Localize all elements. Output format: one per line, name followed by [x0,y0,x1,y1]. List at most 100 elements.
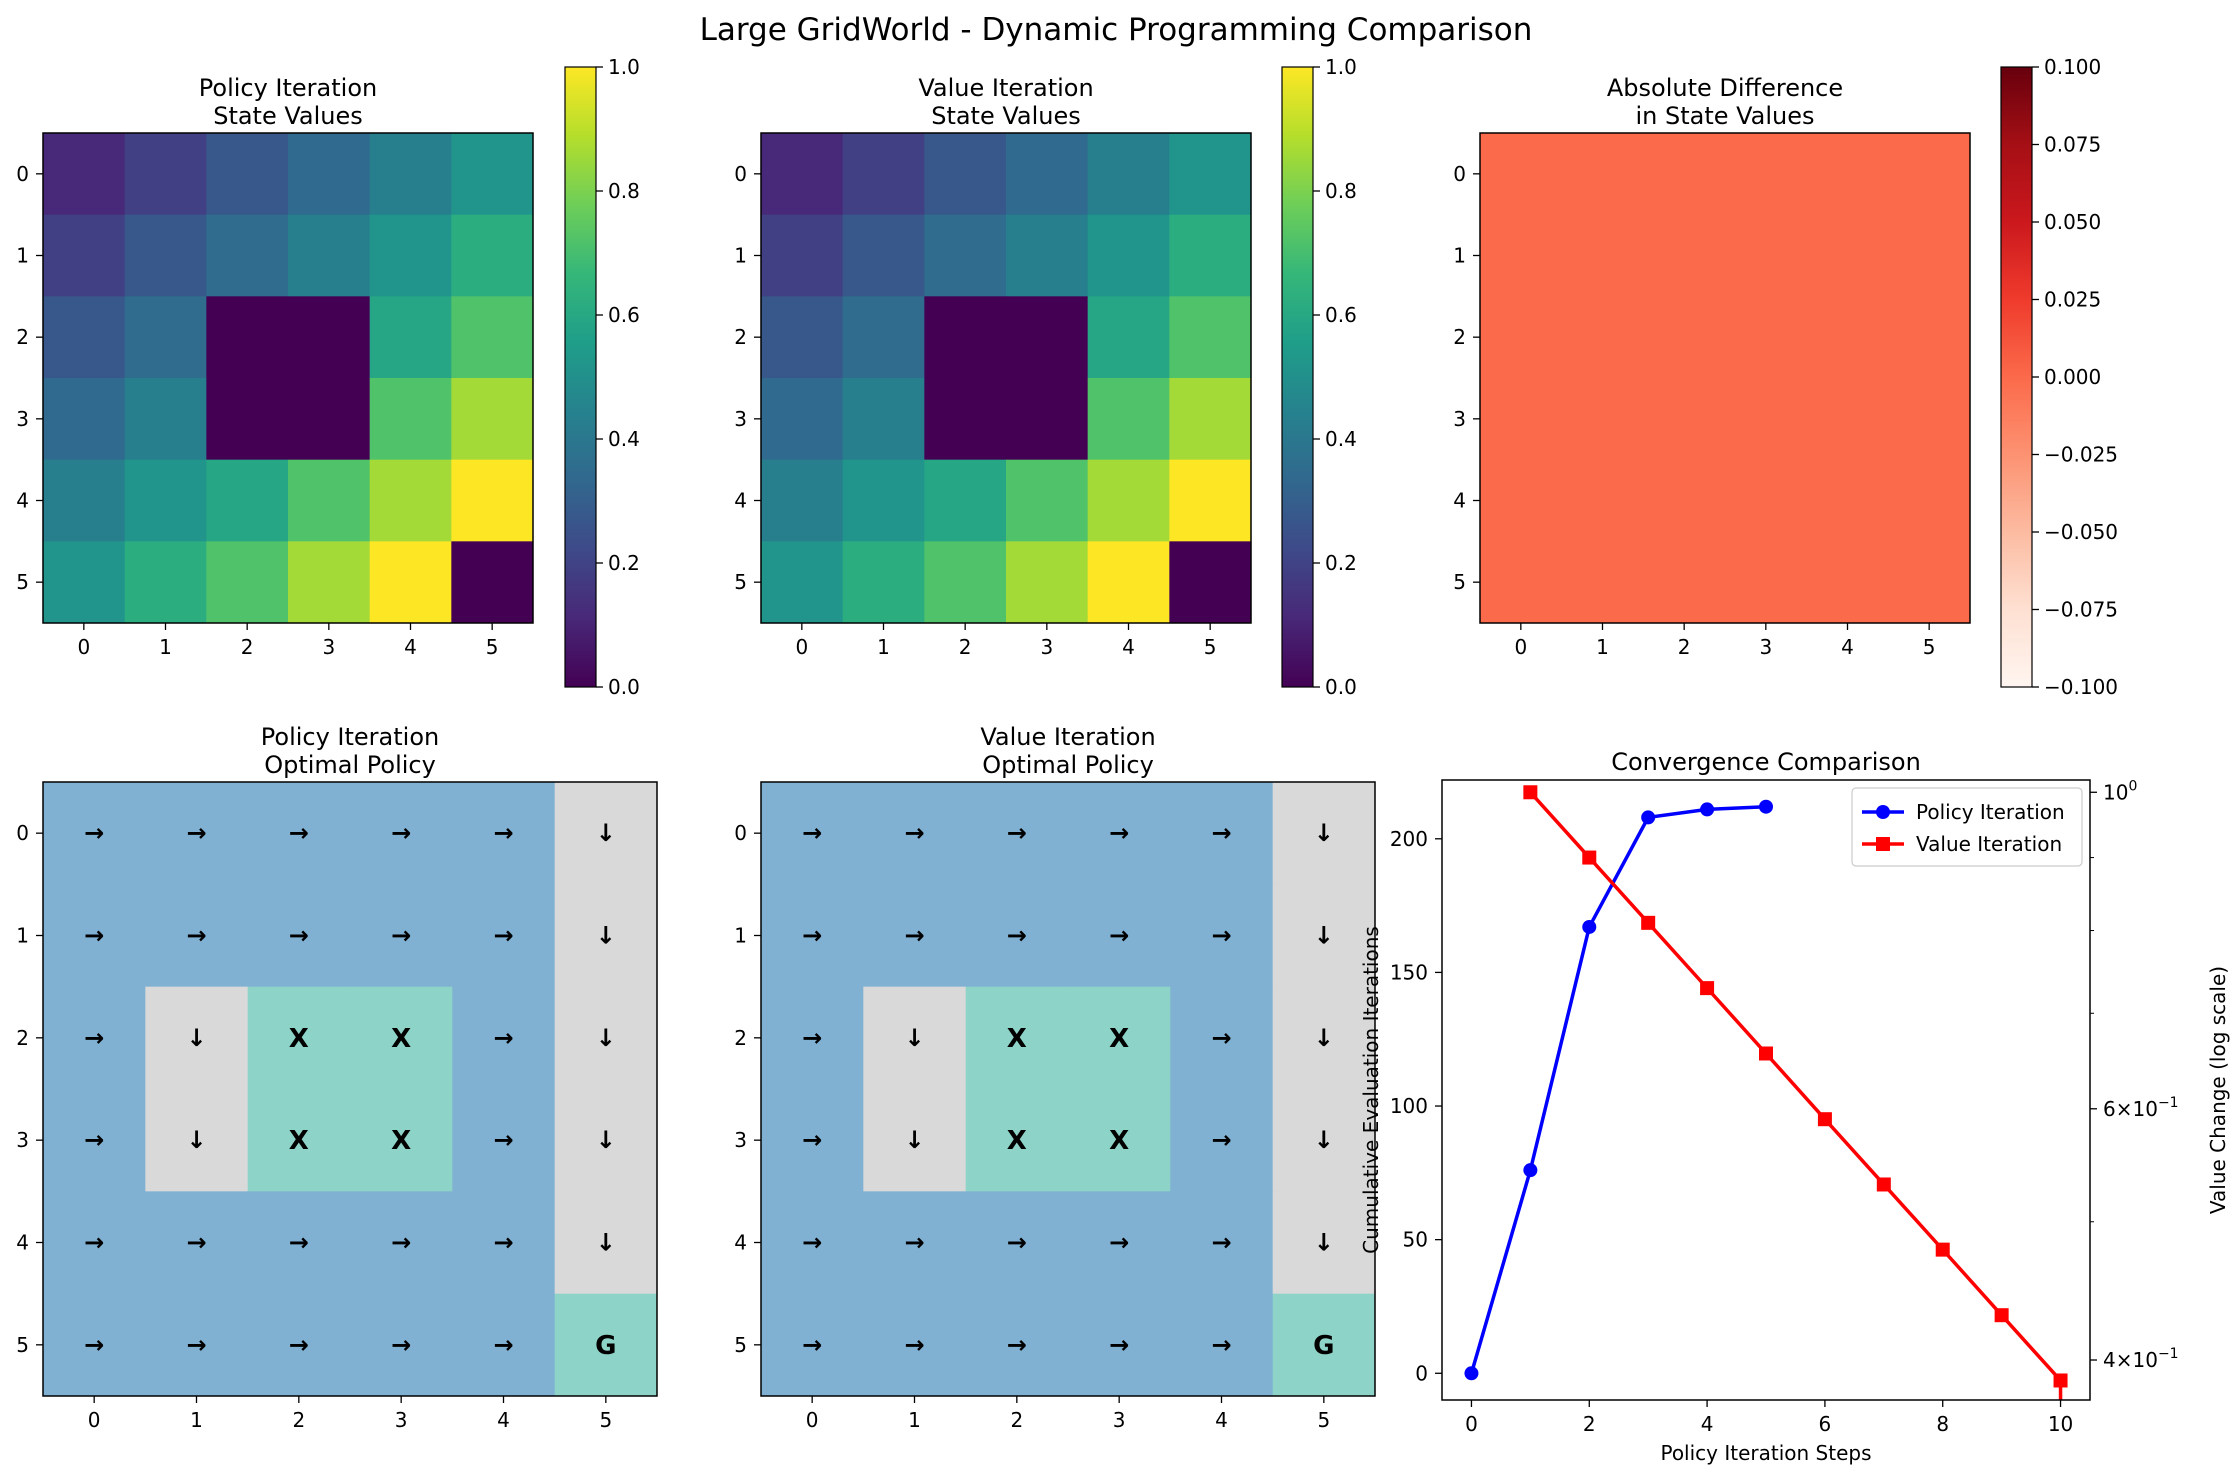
heatmap-cell [1169,541,1252,624]
arrow-right-icon: → [802,1024,822,1052]
heatmap-cell [288,541,371,624]
x-tick-label: 3 [1113,1408,1126,1432]
heatmap-cell [1006,296,1089,379]
policy-cell [965,884,1069,988]
arrow-right-icon: → [186,819,206,847]
goal-mark: G [595,1331,616,1361]
arrow-down-icon: ↓ [596,1024,616,1052]
y-tick-label: 2 [1453,325,1466,349]
arrow-right-icon: → [802,922,822,950]
heatmap-cell [124,133,207,216]
arrow-right-icon: → [904,1331,924,1359]
y-tick-label: 3 [734,1128,747,1152]
heatmap-cell [1006,378,1089,461]
colorbar-tick-label: 0.2 [1325,551,1357,575]
arrow-down-icon: ↓ [1314,922,1334,950]
y-tick-label: 1 [16,244,29,268]
heatmap-cell [1169,296,1252,379]
policy-cell [145,782,249,885]
policy-cell [43,1089,146,1192]
x-tick-label: 4 [1841,635,1854,659]
policy-cell [452,1191,556,1295]
policy-cell [965,1191,1069,1295]
plot-frame [760,781,1376,1397]
heatmap-cell [1087,459,1170,542]
policy-cell [863,986,967,1090]
obstacle-mark: X [289,1126,309,1156]
y-tick-label: 3 [1453,407,1466,431]
policy-iteration-line [1469,804,1767,1374]
heatmap-cell [124,296,207,379]
heatmap-cell [842,296,925,379]
heatmap-cell [1888,296,1971,379]
value-iteration-point [1994,1308,2009,1323]
x-tick-label: 4 [404,635,417,659]
policy-cell [350,1293,453,1397]
obstacle-mark: X [1109,1126,1129,1156]
policy-cell [247,1293,351,1397]
policy-cell [965,986,1069,1090]
policy-cell [761,782,864,885]
policy-cell [350,884,453,988]
heatmap-cell [842,459,925,542]
arrow-right-icon: → [84,1126,104,1154]
arrow-down-icon: ↓ [904,1126,924,1154]
value-iteration-point [2053,1373,2068,1388]
heatmap-cell [1888,214,1971,297]
arrow-right-icon: → [1211,819,1231,847]
policy-cell [1272,1293,1376,1397]
value-iteration-point [1582,850,1597,865]
x-tick-label: 8 [1936,1412,1949,1436]
arrow-right-icon: → [84,1331,104,1359]
arrow-right-icon: → [1007,922,1027,950]
y-tick-label-left: 150 [1390,960,1428,984]
policy-cell [1068,986,1171,1090]
heatmap-cell [1888,378,1971,461]
heatmap-cell [761,378,844,461]
policy-cell [452,1089,556,1192]
policy-cell [247,782,351,885]
heatmap-cell [924,541,1007,624]
obstacle-mark: X [1007,1126,1027,1156]
heatmap-cell [288,378,371,461]
value-iteration-point [1759,1046,1773,1061]
colorbar-tick-label: 0.4 [608,427,640,451]
heatmap-cell [1169,459,1252,542]
arrow-right-icon: → [1211,1331,1231,1359]
x-tick-label: 1 [908,1408,921,1432]
policy-title-1-line-2: Optimal Policy [264,751,436,779]
policy-title-2-line-2: Optimal Policy [982,751,1154,779]
heatmap-cell [288,133,371,216]
heatmap-cell [43,459,126,542]
x-tick-label: 2 [1010,1408,1023,1432]
policy-cell [1272,884,1376,988]
arrow-right-icon: → [904,1229,924,1257]
policy-cell [247,884,351,988]
heatmap-cell [1087,296,1170,379]
policy-cell [1170,1293,1274,1397]
x-tick-label: 1 [190,1408,203,1432]
policy-cell [761,1293,864,1397]
x-tick-label: 4 [1122,635,1135,659]
heatmap-panel-2: 0 1 2 3 4 5 0 1 2 3 4 5 0.0 0.2 0.4 0.6 0.8 1.0 [734,55,1357,699]
heatmap-title-2-line-2: State Values [931,102,1081,130]
heatmap-cell [1480,214,1563,297]
x-tick-label: 2 [959,635,972,659]
arrow-right-icon: → [802,1126,822,1154]
heatmap-cell [1561,214,1644,297]
heatmap-cell [1806,214,1889,297]
y-tick-label: 4 [1453,489,1466,513]
heatmap-cell [924,214,1007,297]
obstacle-mark: X [391,1024,411,1054]
arrow-right-icon: → [904,819,924,847]
legend: Policy Iteration Value Iteration [1851,787,2083,867]
arrow-right-icon: → [493,819,513,847]
heatmap-cell [369,459,452,542]
arrow-right-icon: → [186,922,206,950]
policy-cell [43,782,146,885]
heatmap-cell [1169,133,1252,216]
x-tick-label: 4 [497,1408,510,1432]
heatmap-cell [1643,459,1726,542]
x-tick-label: 4 [1215,1408,1228,1432]
heatmap-cell [1806,459,1889,542]
